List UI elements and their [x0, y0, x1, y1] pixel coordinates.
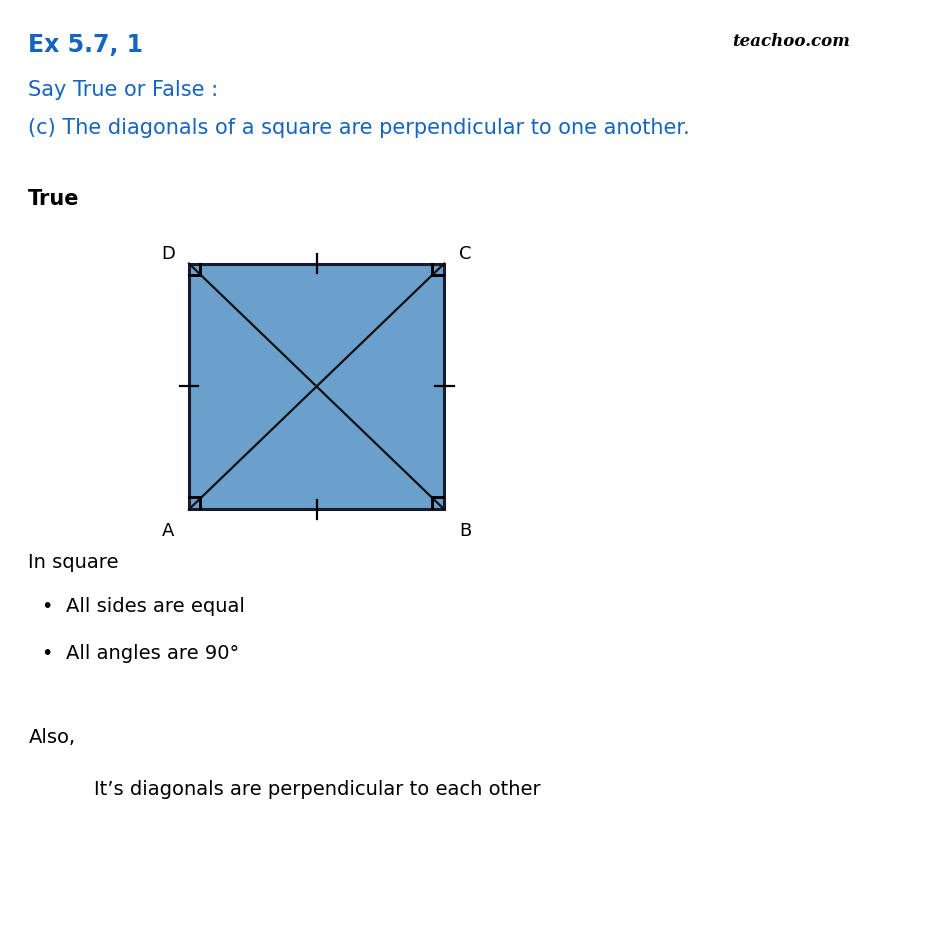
Text: True: True — [28, 189, 79, 209]
Text: (c) The diagonals of a square are perpendicular to one another.: (c) The diagonals of a square are perpen… — [28, 118, 689, 138]
Text: D: D — [161, 244, 175, 263]
Text: teachoo.com: teachoo.com — [732, 33, 850, 50]
Text: •: • — [42, 644, 53, 663]
Text: •: • — [42, 597, 53, 615]
Text: Say True or False :: Say True or False : — [28, 80, 218, 100]
Text: All angles are 90°: All angles are 90° — [66, 644, 239, 663]
Text: A: A — [161, 521, 175, 540]
Text: It’s diagonals are perpendicular to each other: It’s diagonals are perpendicular to each… — [94, 779, 541, 798]
Text: All sides are equal: All sides are equal — [66, 597, 244, 615]
Text: B: B — [459, 521, 470, 540]
Text: Ex 5.7, 1: Ex 5.7, 1 — [28, 33, 143, 57]
Polygon shape — [189, 264, 444, 510]
Text: In square: In square — [28, 552, 119, 571]
Text: Also,: Also, — [28, 727, 76, 746]
Text: C: C — [458, 244, 471, 263]
